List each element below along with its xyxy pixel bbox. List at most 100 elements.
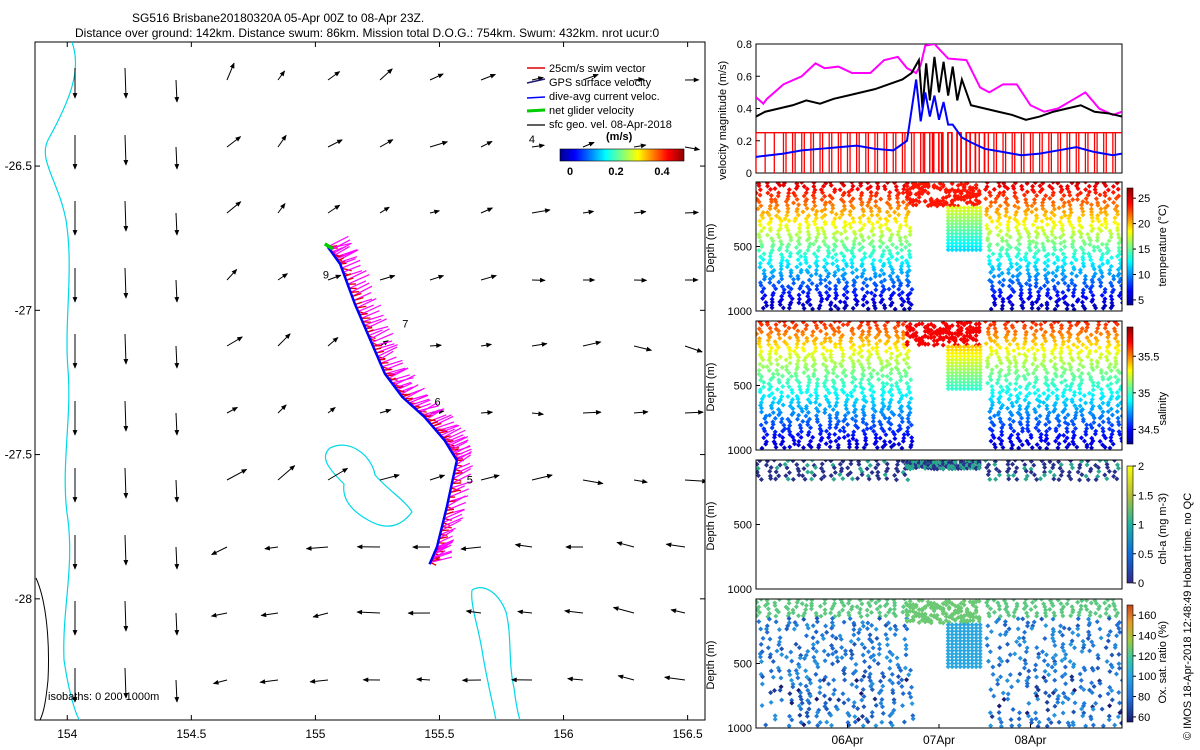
section-point	[983, 196, 989, 202]
section-point	[1053, 273, 1059, 279]
section-point	[795, 257, 801, 263]
section-point	[1045, 257, 1051, 263]
velocity-y-ticks: 00.20.40.60.8	[737, 39, 760, 180]
swim-vector	[341, 267, 352, 272]
section-point	[859, 263, 865, 269]
section-point	[766, 368, 772, 374]
section-point	[1050, 277, 1056, 283]
section-point	[969, 214, 975, 220]
section-point	[770, 658, 776, 664]
section-point	[957, 240, 963, 246]
section-point	[1058, 623, 1064, 629]
gps-velocity-vector	[330, 239, 351, 251]
section-point	[844, 280, 850, 286]
section-point	[864, 289, 870, 295]
section-point	[1038, 322, 1044, 328]
section-point	[973, 234, 979, 240]
section-point	[934, 612, 940, 618]
section-point	[857, 599, 863, 603]
section-point	[847, 355, 853, 361]
section-point	[764, 629, 770, 635]
section-point	[1026, 234, 1032, 240]
section-point	[797, 285, 803, 291]
section-point	[833, 295, 839, 301]
sfc-geo-arrow-head	[72, 297, 78, 303]
section-point	[1051, 321, 1057, 325]
section-point	[969, 350, 975, 356]
section-point	[1076, 218, 1082, 224]
section-point	[1070, 303, 1076, 309]
section-point	[1105, 334, 1111, 340]
swim-vector	[432, 422, 442, 427]
section-point	[1089, 406, 1095, 412]
section-point	[804, 338, 810, 344]
section-point	[1034, 347, 1040, 353]
section-point	[900, 691, 906, 697]
section-point	[908, 444, 914, 450]
section-point	[798, 681, 804, 687]
section-point	[877, 216, 883, 222]
section-point	[886, 334, 892, 340]
section-point	[811, 472, 817, 478]
section-point	[807, 287, 813, 293]
section-point	[761, 276, 767, 282]
section-point	[1006, 270, 1012, 276]
section-point	[902, 472, 908, 478]
section-point	[934, 341, 940, 347]
section-point	[1116, 625, 1122, 631]
section-point	[1014, 341, 1020, 347]
section-point	[860, 296, 866, 302]
sfc-geo-arrow-head	[231, 268, 238, 275]
section-point	[894, 380, 900, 386]
section-point	[1116, 661, 1122, 667]
section-point	[1115, 714, 1121, 720]
section-point	[1104, 344, 1110, 350]
section-point	[1013, 469, 1019, 475]
section-point	[949, 386, 955, 392]
section-point	[867, 325, 873, 331]
section-point	[1096, 264, 1102, 270]
section-point	[1107, 703, 1113, 709]
section-point	[757, 654, 763, 660]
section-point	[949, 231, 955, 237]
section-point	[945, 244, 951, 249]
section-point	[786, 668, 792, 674]
section-point	[1014, 476, 1020, 482]
section-point	[1011, 337, 1017, 343]
section-point	[1110, 599, 1116, 603]
section-point	[1099, 706, 1105, 712]
section-point	[781, 182, 787, 188]
section-point	[908, 302, 914, 308]
section-point	[862, 431, 868, 437]
gps-velocity-vector	[380, 356, 397, 364]
section-point	[1055, 435, 1061, 441]
section-point	[1058, 472, 1064, 478]
section-point	[770, 674, 776, 680]
section-point	[826, 681, 832, 687]
section-point	[771, 434, 777, 440]
section-point	[991, 422, 997, 428]
section-point	[860, 338, 866, 344]
section-point	[1052, 613, 1058, 619]
section-point	[887, 649, 893, 655]
section-points	[756, 460, 1121, 483]
section-point	[769, 299, 775, 305]
section-point	[1019, 460, 1025, 463]
section-point	[850, 364, 856, 370]
section-point	[1069, 674, 1075, 680]
section-point	[830, 651, 836, 657]
section-point	[1106, 717, 1112, 723]
section-point	[982, 321, 988, 324]
section-point	[838, 468, 844, 474]
section-point	[887, 400, 893, 406]
section-point	[774, 213, 780, 219]
section-point	[957, 376, 963, 382]
section-point	[1017, 655, 1023, 661]
section-point	[1048, 720, 1054, 726]
section-point	[1027, 290, 1033, 296]
section-colorbar	[1126, 326, 1134, 445]
section-point	[1023, 661, 1029, 667]
section-point	[829, 625, 835, 631]
section-point	[1085, 460, 1091, 464]
section-point	[1080, 247, 1086, 253]
